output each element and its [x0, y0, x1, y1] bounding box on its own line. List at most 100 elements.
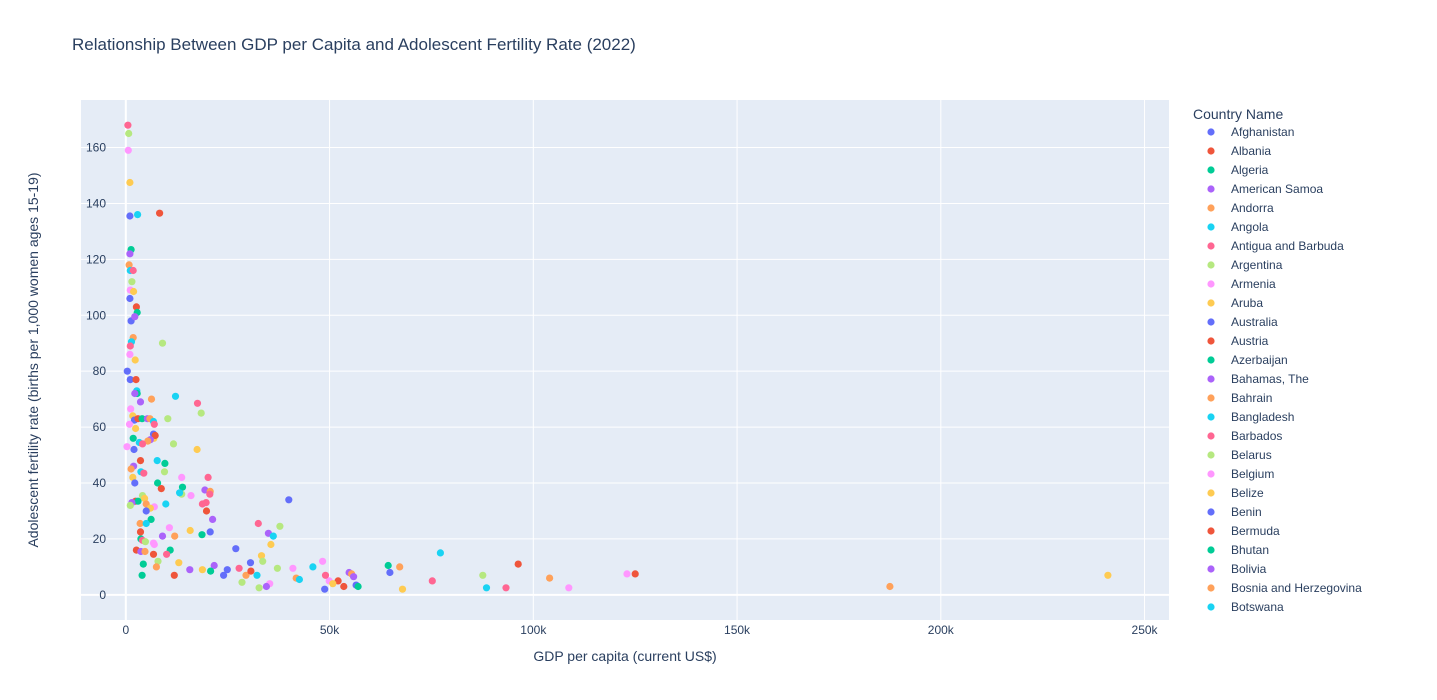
legend-item[interactable]: Andorra — [1207, 201, 1274, 215]
data-point[interactable] — [129, 473, 137, 481]
legend-item[interactable]: Bhutan — [1207, 543, 1269, 557]
data-point[interactable] — [139, 560, 147, 568]
data-point[interactable] — [154, 557, 162, 565]
data-point[interactable] — [321, 571, 330, 579]
data-point[interactable] — [398, 585, 407, 593]
data-point[interactable] — [141, 538, 149, 546]
data-point[interactable] — [198, 531, 206, 539]
data-point[interactable] — [267, 540, 275, 549]
data-point[interactable] — [131, 389, 139, 398]
data-point[interactable] — [156, 209, 164, 217]
data-point[interactable] — [158, 339, 167, 347]
data-point[interactable] — [202, 507, 211, 515]
data-point[interactable] — [319, 557, 327, 565]
data-point[interactable] — [136, 457, 145, 465]
data-point[interactable] — [149, 550, 158, 558]
data-point[interactable] — [132, 424, 140, 433]
data-point[interactable] — [130, 287, 138, 296]
data-point[interactable] — [178, 483, 187, 491]
data-point[interactable] — [162, 500, 170, 508]
data-point[interactable] — [149, 539, 158, 547]
data-point[interactable] — [126, 342, 134, 350]
data-point[interactable] — [329, 580, 337, 588]
data-point[interactable] — [126, 350, 134, 358]
data-point[interactable] — [165, 524, 173, 532]
data-point[interactable] — [514, 560, 522, 568]
data-point[interactable] — [123, 443, 131, 451]
legend-item[interactable]: Australia — [1207, 315, 1278, 329]
data-point[interactable] — [198, 566, 206, 574]
data-point[interactable] — [170, 571, 178, 579]
data-point[interactable] — [169, 440, 178, 448]
data-point[interactable] — [175, 559, 183, 567]
data-point[interactable] — [247, 567, 255, 575]
legend-item[interactable]: Bermuda — [1207, 524, 1280, 538]
data-point[interactable] — [157, 485, 165, 493]
data-point[interactable] — [186, 566, 194, 574]
data-point[interactable] — [140, 469, 148, 477]
data-point[interactable] — [259, 557, 267, 565]
data-point[interactable] — [546, 574, 554, 582]
data-point[interactable] — [138, 440, 147, 448]
data-point[interactable] — [206, 490, 214, 498]
data-point[interactable] — [158, 532, 167, 540]
data-point[interactable] — [246, 559, 255, 567]
legend-item[interactable]: Barbados — [1207, 429, 1282, 443]
data-point[interactable] — [238, 578, 246, 586]
legend-item[interactable]: Bolivia — [1207, 562, 1267, 576]
data-point[interactable] — [138, 571, 146, 579]
data-point[interactable] — [193, 399, 202, 407]
data-point[interactable] — [171, 392, 180, 400]
data-point[interactable] — [235, 564, 243, 572]
data-point[interactable] — [142, 507, 150, 515]
legend-item[interactable]: Bahrain — [1207, 391, 1272, 405]
legend-item[interactable]: Azerbaijan — [1207, 353, 1288, 367]
data-point[interactable] — [126, 294, 134, 303]
data-point[interactable] — [131, 356, 139, 364]
legend-item[interactable]: American Samoa — [1207, 182, 1323, 196]
data-point[interactable] — [273, 564, 281, 572]
data-point[interactable] — [138, 415, 146, 423]
legend-item[interactable]: Bosnia and Herzegovina — [1207, 581, 1362, 595]
data-point[interactable] — [289, 564, 297, 572]
data-point[interactable] — [125, 261, 133, 269]
data-point[interactable] — [131, 479, 139, 487]
data-point[interactable] — [396, 563, 404, 571]
data-point[interactable] — [176, 489, 184, 497]
data-point[interactable] — [127, 405, 135, 413]
legend-item[interactable]: Bahamas, The — [1207, 372, 1309, 386]
data-point[interactable] — [129, 266, 137, 275]
data-point[interactable] — [134, 211, 142, 219]
data-point[interactable] — [164, 415, 172, 423]
data-point[interactable] — [242, 571, 250, 579]
data-point[interactable] — [136, 398, 145, 406]
legend-item[interactable]: Benin — [1207, 505, 1262, 519]
data-point[interactable] — [128, 278, 136, 286]
data-point[interactable] — [132, 376, 140, 384]
data-point[interactable] — [134, 497, 142, 505]
data-point[interactable] — [186, 526, 194, 535]
data-point[interactable] — [150, 420, 158, 428]
data-point[interactable] — [482, 584, 491, 592]
data-point[interactable] — [147, 515, 155, 524]
data-point[interactable] — [223, 566, 231, 574]
data-point[interactable] — [123, 367, 131, 375]
data-point[interactable] — [428, 577, 436, 585]
data-point[interactable] — [131, 313, 139, 321]
data-point[interactable] — [197, 409, 205, 417]
data-point[interactable] — [386, 568, 394, 577]
data-point[interactable] — [210, 561, 218, 570]
data-point[interactable] — [163, 550, 171, 558]
data-point[interactable] — [130, 445, 138, 454]
legend-item[interactable]: Angola — [1207, 220, 1269, 234]
data-point[interactable] — [309, 563, 317, 571]
data-point[interactable] — [254, 519, 262, 528]
data-point[interactable] — [436, 549, 444, 557]
data-point[interactable] — [623, 570, 631, 578]
data-point[interactable] — [124, 121, 132, 129]
data-point[interactable] — [178, 473, 186, 481]
data-point[interactable] — [126, 178, 134, 187]
data-point[interactable] — [125, 420, 134, 428]
data-point[interactable] — [125, 129, 133, 138]
data-point[interactable] — [204, 473, 212, 481]
